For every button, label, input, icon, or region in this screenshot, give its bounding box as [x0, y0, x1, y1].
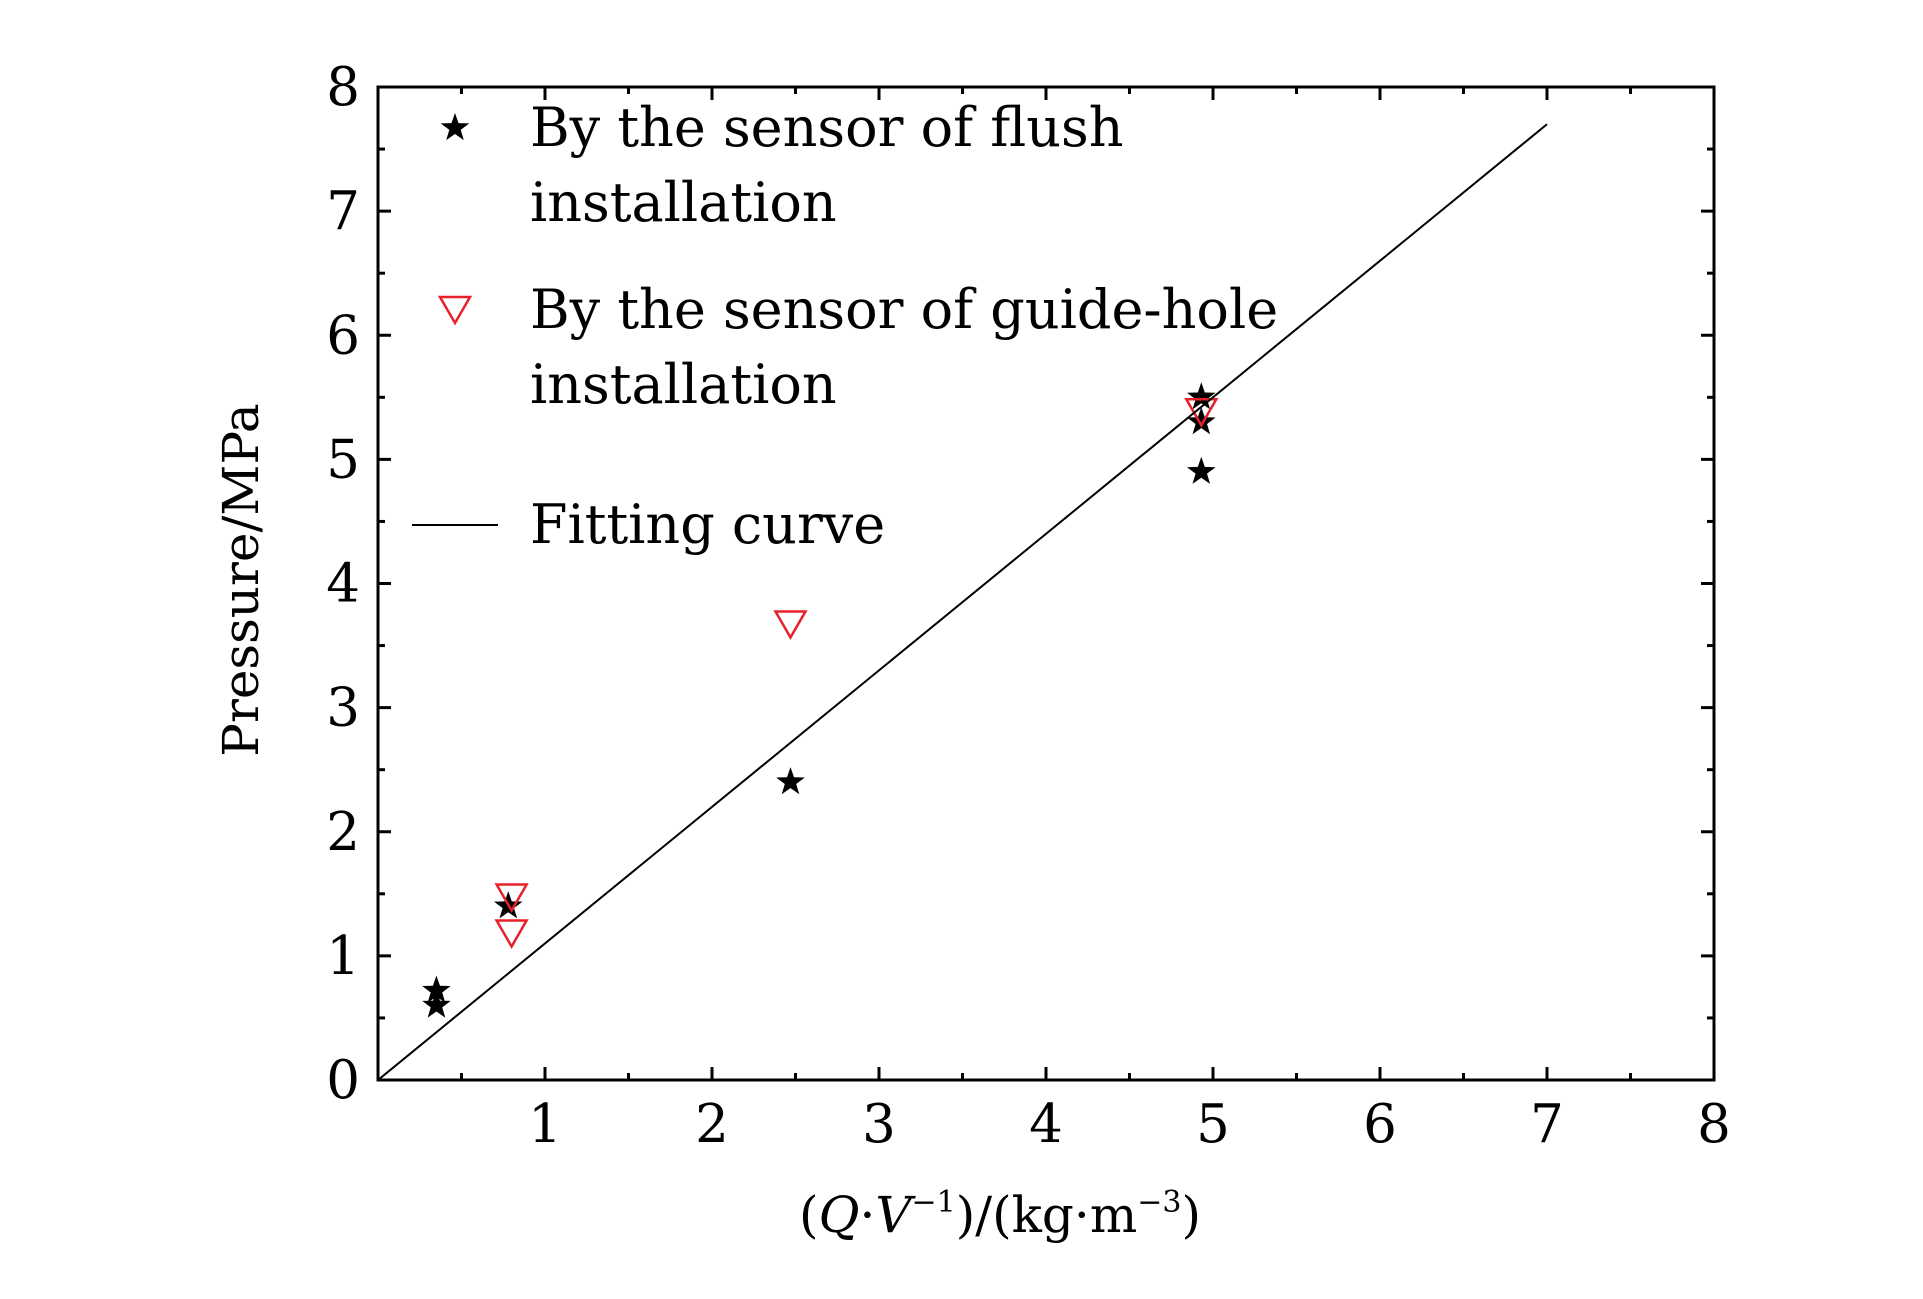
- y-axis-title: Pressure/MPa: [212, 403, 270, 756]
- legend-label: By the sensor of flush: [530, 96, 1124, 159]
- flush-sensor-point: [1187, 382, 1216, 410]
- y-tick-label: 0: [326, 1050, 360, 1111]
- flush-sensor-point: [1187, 456, 1216, 484]
- flush-sensor-point: [1187, 407, 1216, 435]
- guide-hole-sensor-point: [494, 919, 529, 950]
- y-tick-label: 8: [326, 57, 360, 118]
- legend-label: By the sensor of guide-hole: [530, 278, 1278, 341]
- tick-labels: 1 2 3 4 5 6 7 8 0 1 2 3 4 5 6 7 8: [326, 57, 1731, 1155]
- series-layer: [377, 123, 1548, 1081]
- legend-label: installation: [530, 171, 837, 234]
- y-tick-label: 2: [326, 802, 360, 863]
- axis-ticks: [378, 85, 1716, 1082]
- x-tick-label: 4: [1029, 1094, 1063, 1155]
- y-tick-label: 4: [326, 554, 360, 615]
- x-tick-label: 5: [1196, 1094, 1230, 1155]
- x-tick-label: 7: [1530, 1094, 1564, 1155]
- legend-label: installation: [530, 353, 837, 416]
- x-tick-label: 2: [695, 1094, 729, 1155]
- legend-label: Fitting curve: [530, 493, 885, 556]
- flush-sensor-point: [422, 990, 451, 1018]
- legend-star-marker: [440, 113, 470, 141]
- flush-sensor-point: [422, 975, 451, 1003]
- y-tick-label: 7: [326, 181, 360, 242]
- x-axis-title: (Q·V−1)/(kg·m−3): [799, 1185, 1201, 1244]
- x-tick-label: 8: [1697, 1094, 1731, 1155]
- guide-hole-sensor-point: [773, 610, 808, 640]
- x-tick-label: 6: [1363, 1094, 1397, 1155]
- x-tick-label: 3: [862, 1094, 896, 1155]
- legend: By the sensor of flush installation By the…: [412, 96, 1278, 556]
- plot-frame: [376, 85, 1716, 1082]
- y-tick-label: 5: [326, 429, 360, 490]
- y-tick-label: 1: [326, 926, 360, 987]
- y-tick-label: 6: [326, 305, 360, 366]
- y-tick-label: 3: [326, 678, 360, 739]
- guide-hole-sensor-point: [494, 883, 529, 914]
- legend-triangle-marker: [437, 295, 473, 326]
- fitting-curve-line: [377, 123, 1548, 1081]
- flush-sensor-point: [776, 767, 805, 795]
- x-tick-label: 1: [528, 1094, 562, 1155]
